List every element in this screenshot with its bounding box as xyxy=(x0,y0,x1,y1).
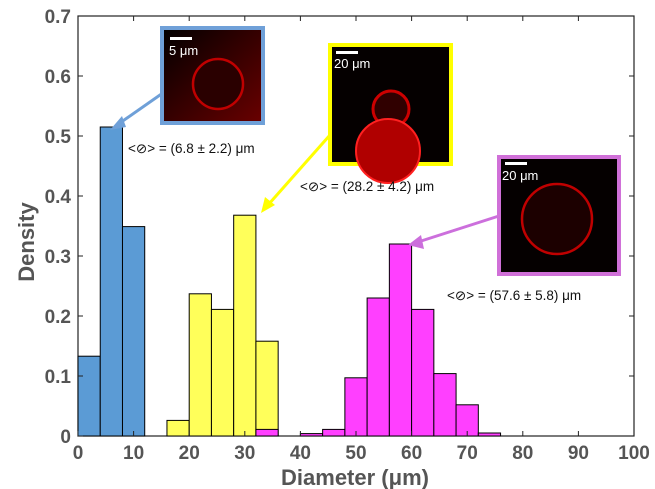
y-axis-title: Density xyxy=(14,202,39,282)
bar-series-2-bin-7 xyxy=(433,373,457,437)
bar-series-2-bin-9 xyxy=(477,432,502,437)
bar-series-1-bin-3 xyxy=(233,214,257,437)
arrow-yellow xyxy=(261,134,332,213)
annotation-small-mean: <⊘> = (6.8 ± 2.2) μm xyxy=(128,141,255,156)
x-axis-title: Diameter (μm) xyxy=(281,465,429,489)
y-tick-label: 0.4 xyxy=(45,187,72,208)
bar-series-1-bin-1 xyxy=(188,293,212,437)
x-tick-label: 30 xyxy=(234,443,255,464)
bar-series-1-bin-0 xyxy=(166,419,190,437)
x-tick-label: 90 xyxy=(568,443,589,464)
bar-series-2-bin-1 xyxy=(299,433,324,437)
bars-layer xyxy=(77,126,502,437)
x-tick-label: 40 xyxy=(290,443,311,464)
bar-series-2-bin-3 xyxy=(344,377,368,437)
bar-series-1-bin-4 xyxy=(255,340,279,437)
arrow-violet xyxy=(408,213,503,249)
x-tick-label: 100 xyxy=(618,443,650,464)
x-tick-label: 60 xyxy=(401,443,422,464)
y-tick-label: 0.3 xyxy=(45,247,71,268)
y-tick-label: 0.2 xyxy=(45,307,71,328)
bar-series-2-bin-0 xyxy=(255,428,279,437)
x-tick-label: 10 xyxy=(123,443,144,464)
inset-large-vesicle: 20 μm xyxy=(497,155,621,276)
x-tick-label: 80 xyxy=(512,443,533,464)
x-tick-label: 20 xyxy=(179,443,200,464)
y-tick-label: 0 xyxy=(60,427,71,448)
annotation-large-mean: <⊘> = (57.6 ± 5.8) μm xyxy=(447,288,581,303)
bar-series-0-bin-0 xyxy=(77,355,101,437)
x-tick-label: 50 xyxy=(345,443,366,464)
annotation-medium-mean: <⊘> = (28.2 ± 4.2) μm xyxy=(300,179,434,194)
bar-series-2-bin-2 xyxy=(322,428,346,437)
inset-small-vesicle: 5 μm xyxy=(160,26,265,125)
inset-medium-vesicle: 20 μm xyxy=(328,43,453,184)
y-tick-label: 0.1 xyxy=(45,367,72,388)
inset-medium-scale-label: 20 μm xyxy=(334,56,370,71)
bar-series-0-bin-2 xyxy=(121,226,146,437)
bar-series-0-bin-1 xyxy=(99,126,123,437)
bar-series-2-bin-6 xyxy=(411,308,435,437)
y-tick-label: 0.6 xyxy=(45,67,71,88)
y-tick-label: 0.7 xyxy=(45,7,71,28)
inset-small-scale-label: 5 μm xyxy=(169,43,198,58)
inset-large-scale-label: 20 μm xyxy=(502,168,538,183)
x-tick-label: 70 xyxy=(457,443,478,464)
ticks-layer: 0 10 20 30 40 50 60 70 80 90 100 0 0.1 0.2 0.3 0.4 0.5 0.… xyxy=(45,7,650,464)
bar-series-2-bin-4 xyxy=(366,297,390,437)
bar-series-1-bin-2 xyxy=(210,308,235,437)
x-tick-label: 0 xyxy=(73,443,84,464)
y-tick-label: 0.5 xyxy=(45,127,72,148)
bar-series-2-bin-5 xyxy=(388,243,413,437)
